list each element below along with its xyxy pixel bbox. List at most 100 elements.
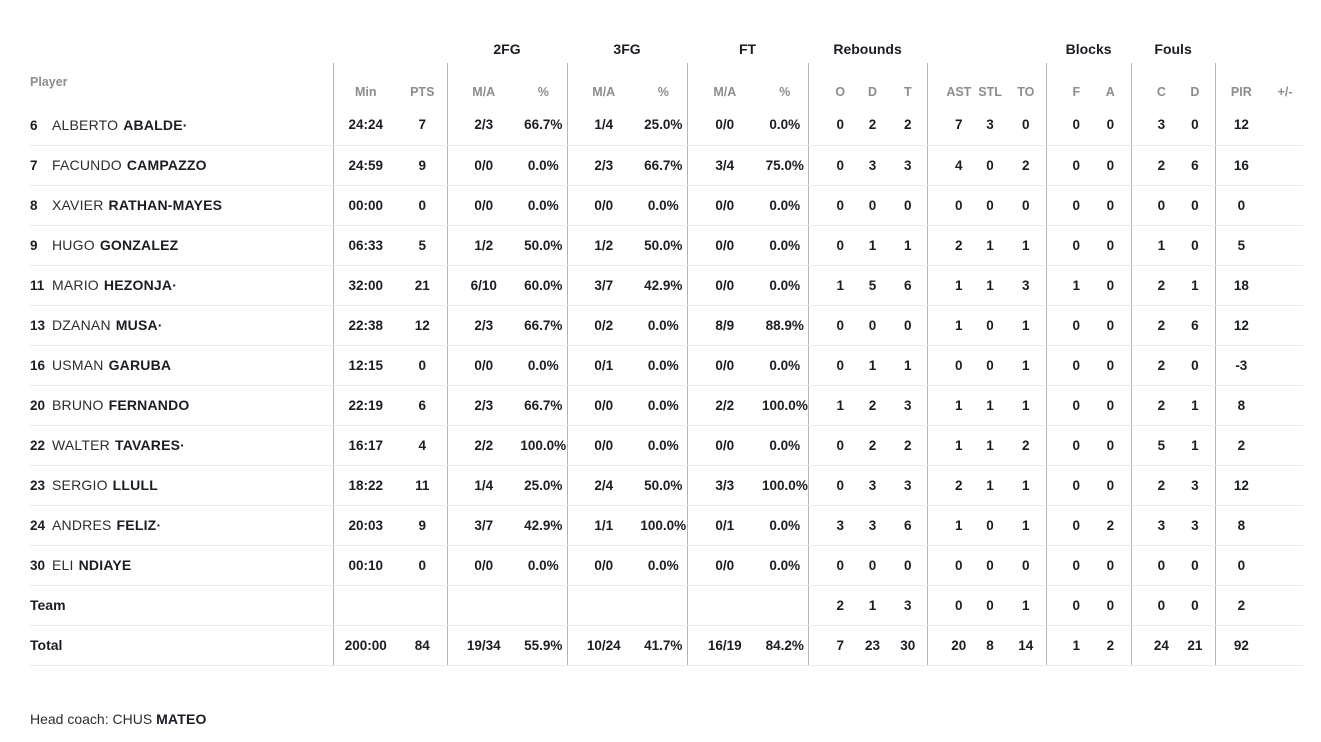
cell-ft_ma: 2/2 — [686, 385, 763, 426]
player-name-cell[interactable]: 8 XAVIER RATHAN-MAYES — [30, 185, 333, 226]
cell-fg3_pct: 41.7% — [640, 625, 688, 666]
cell-blk_f: 0 — [1045, 545, 1091, 586]
col-header-ast: AST — [926, 63, 975, 105]
cell-reb_t: 0 — [889, 305, 928, 346]
cell-stl: 8 — [974, 625, 1007, 666]
cell-blk_a: 0 — [1090, 185, 1132, 226]
player-name-cell[interactable]: 13 DZANAN MUSA· — [30, 305, 333, 346]
cell-foul_d: 6 — [1175, 305, 1216, 346]
cell-stl: 1 — [974, 265, 1007, 306]
player-last-name: RATHAN-MAYES — [108, 197, 223, 213]
cell-fg2_pct: 50.0% — [520, 225, 568, 266]
cell-ast: 0 — [926, 345, 975, 386]
player-name-cell[interactable]: 24 ANDRES FELIZ· — [30, 505, 333, 546]
cell-foul_c: 24 — [1130, 625, 1176, 666]
cell-blk_a: 0 — [1090, 465, 1132, 506]
cell-reb_t: 0 — [889, 545, 928, 586]
cell-pm — [1267, 625, 1304, 666]
col-header-foul-d: D — [1190, 85, 1200, 99]
player-name-cell[interactable]: 30 ELI NDIAYE — [30, 545, 333, 586]
player-name-cell[interactable]: 20 BRUNO FERNANDO — [30, 385, 333, 426]
cell-foul_c: 1 — [1130, 225, 1176, 266]
player-first-name: USMAN — [52, 357, 104, 373]
cell-pm — [1267, 345, 1304, 386]
player-last-name: MUSA — [115, 317, 158, 333]
cell-fg3_ma: 0/0 — [566, 425, 641, 466]
player-last-name: GONZALEZ — [99, 237, 179, 253]
cell-pir: 18 — [1214, 265, 1268, 306]
cell-ft_pct: 75.0% — [762, 145, 809, 186]
col-header-reb-d: D — [868, 85, 878, 99]
cell-stl: 0 — [974, 545, 1007, 586]
cell-ft_ma: 0/0 — [686, 225, 763, 266]
cell-ast: 1 — [926, 305, 975, 346]
cell-pts: 9 — [398, 505, 447, 546]
player-name-cell[interactable]: 11 MARIO HEZONJA· — [30, 265, 333, 306]
player-number: 13 — [30, 318, 46, 333]
player-last-name: FERNANDO — [108, 397, 190, 413]
player-name-cell[interactable]: 22 WALTER TAVARES· — [30, 425, 333, 466]
player-row: 20 BRUNO FERNANDO 22:19 6 2/3 66.7% 0/0 0.0% 2/2 1… — [30, 385, 1304, 426]
cell-ft_pct: 0.0% — [762, 265, 809, 306]
cell-ast: 0 — [926, 185, 975, 226]
player-last-name: CAMPAZZO — [126, 157, 207, 173]
player-name-cell[interactable]: 6 ALBERTO ABALDE· — [30, 105, 333, 146]
cell-pm — [1267, 425, 1304, 466]
cell-fg3_pct: 50.0% — [640, 225, 688, 266]
cell-fg3_ma: 3/7 — [566, 265, 641, 306]
cell-ft_pct — [762, 585, 809, 626]
cell-reb_o: 1 — [807, 385, 857, 426]
cell-pts: 11 — [398, 465, 447, 506]
cell-min: 22:19 — [332, 385, 398, 426]
coach-last-name: MATEO — [156, 710, 207, 727]
player-first-name: DZANAN — [52, 317, 111, 333]
cell-foul_c: 0 — [1130, 585, 1176, 626]
player-number: 20 — [30, 398, 46, 413]
cell-fg3_ma: 0/0 — [566, 185, 641, 226]
cell-blk_f: 1 — [1045, 625, 1091, 666]
cell-pir: 2 — [1214, 585, 1268, 626]
cell-blk_f: 0 — [1045, 505, 1091, 546]
player-name-cell[interactable]: 7 FACUNDO CAMPAZZO — [30, 145, 333, 186]
group-header-ft: FT — [738, 41, 757, 57]
cell-ast: 2 — [926, 465, 975, 506]
cell-pm — [1267, 585, 1304, 626]
cell-fg2_pct: 55.9% — [520, 625, 568, 666]
cell-pir: -3 — [1214, 345, 1268, 386]
cell-reb_o: 7 — [807, 625, 857, 666]
cell-stl: 1 — [974, 425, 1007, 466]
cell-ft_ma: 0/0 — [686, 545, 763, 586]
player-row: 23 SERGIO LLULL 18:22 11 1/4 25.0% 2/4 50.0% 3/3 1… — [30, 465, 1304, 506]
player-row: 9 HUGO GONZALEZ 06:33 5 1/2 50.0% 1/2 50.0% 0/0 0.… — [30, 225, 1304, 266]
cell-fg2_pct: 66.7% — [520, 385, 568, 426]
cell-reb_t: 3 — [889, 145, 928, 186]
cell-to: 1 — [1006, 385, 1047, 426]
cell-stl: 3 — [974, 105, 1007, 146]
cell-reb_d: 5 — [856, 265, 890, 306]
group-header-rebounds: Rebounds — [833, 41, 902, 57]
cell-fg2_ma — [446, 585, 520, 626]
cell-foul_c: 2 — [1130, 145, 1176, 186]
cell-ft_ma — [686, 585, 763, 626]
group-header-row: 2FG 3FG FT Rebounds Blocks Fouls — [30, 35, 1303, 63]
cell-ft_pct: 0.0% — [762, 105, 809, 146]
cell-pts: 7 — [398, 105, 447, 146]
player-first-name: XAVIER — [52, 197, 104, 213]
cell-blk_a: 0 — [1090, 385, 1132, 426]
player-name-cell[interactable]: 16 USMAN GARUBA — [30, 345, 333, 386]
player-name-cell[interactable]: 9 HUGO GONZALEZ — [30, 225, 333, 266]
cell-pm — [1267, 505, 1304, 546]
cell-pir: 8 — [1214, 505, 1268, 546]
player-number: 23 — [30, 478, 46, 493]
col-header-plusminus: +/- — [1277, 85, 1293, 99]
col-header-blk-a: A — [1105, 85, 1115, 99]
cell-fg3_pct: 66.7% — [640, 145, 688, 186]
cell-ft_pct: 0.0% — [762, 345, 809, 386]
player-first-name: SERGIO — [52, 477, 108, 493]
cell-pir: 12 — [1214, 465, 1268, 506]
cell-pir: 16 — [1214, 145, 1268, 186]
cell-stl: 0 — [974, 585, 1007, 626]
cell-foul_d: 21 — [1175, 625, 1216, 666]
cell-min: 24:59 — [332, 145, 398, 186]
player-name-cell[interactable]: 23 SERGIO LLULL — [30, 465, 333, 506]
